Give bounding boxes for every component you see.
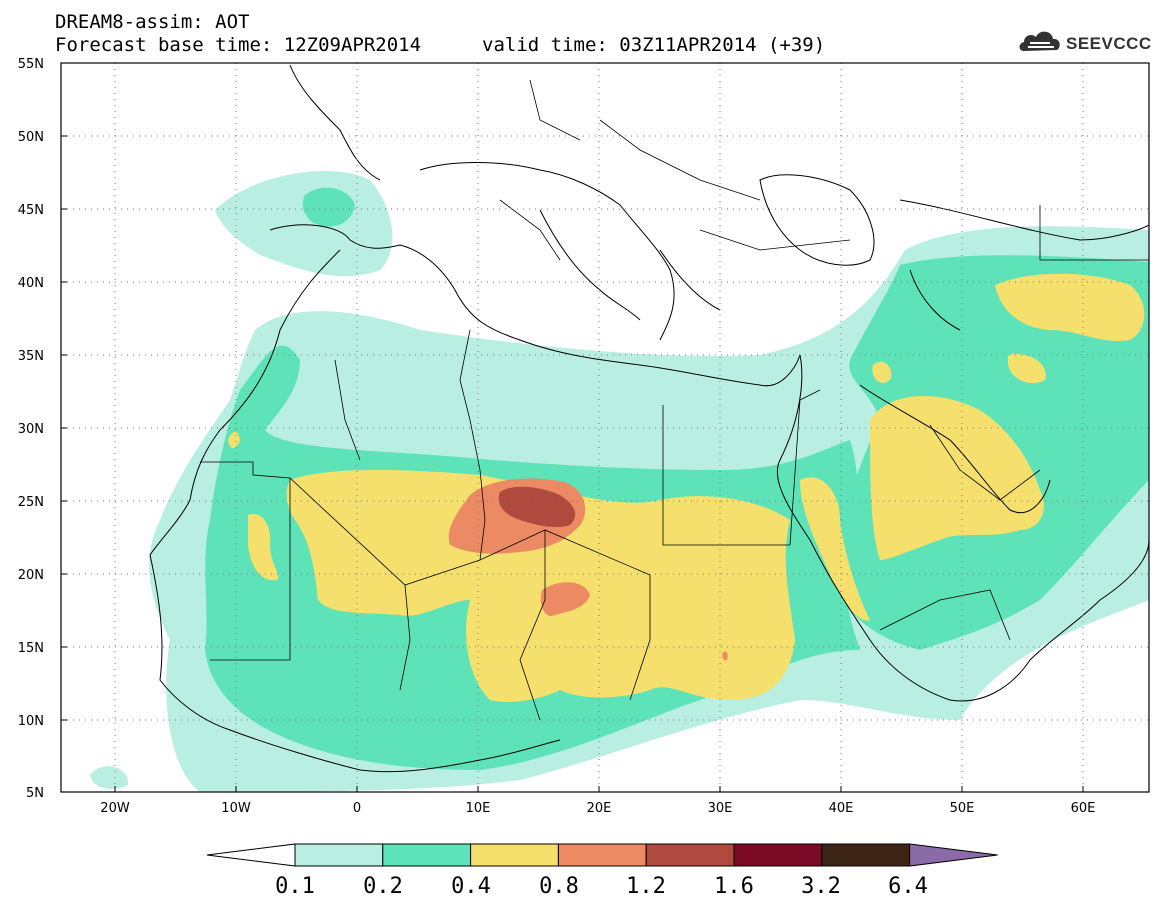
lat-label: 5N (26, 786, 44, 801)
seevccc-logo: SEEVCCC (1016, 23, 1156, 59)
lat-label: 30N (18, 422, 44, 437)
lon-label: 30E (708, 801, 733, 816)
colorbar-swatch (733, 843, 823, 867)
cloud-logo-icon (1019, 31, 1060, 51)
colorbar-label: 3.2 (801, 874, 841, 899)
logo-text: SEEVCCC (1066, 34, 1152, 53)
lon-label: 10E (466, 801, 491, 816)
forecast-base-time: Forecast base time: 12Z09APR2014 (55, 34, 422, 56)
aot-contours (90, 171, 1149, 792)
colorbar-label: 0.8 (539, 874, 579, 899)
lat-label: 45N (18, 203, 44, 218)
colorbar-swatch (382, 843, 472, 867)
lat-label: 35N (18, 349, 44, 364)
colorbar-label: 0.4 (451, 874, 491, 899)
country-borders (200, 79, 1149, 721)
map-title: DREAM8-assim: AOT (55, 11, 250, 33)
lat-label: 10N (18, 714, 44, 729)
longitude-labels: 20W 10W 0 10E 20E 30E 40E 50E 60E (100, 801, 1095, 816)
aot-level-1-2 (498, 486, 576, 528)
coastlines (149, 64, 1149, 773)
colorbar-label: 6.4 (888, 874, 928, 899)
lon-label: 0 (353, 801, 361, 816)
graticule (61, 63, 1149, 792)
aot-level-0-4 (228, 273, 1145, 702)
lon-label: 50E (950, 801, 975, 816)
colorbar-label: 1.6 (714, 874, 754, 899)
colorbar-swatch (645, 843, 735, 867)
colorbar-swatch (470, 843, 559, 867)
colorbar-label: 0.1 (275, 874, 315, 899)
lat-label: 40N (18, 276, 44, 291)
colorbar-label: 0.2 (363, 874, 403, 899)
lat-label: 20N (18, 568, 44, 583)
colorbar (206, 843, 998, 867)
colorbar-label: 1.2 (626, 874, 666, 899)
lat-label: 50N (18, 130, 44, 145)
colorbar-swatch (294, 843, 384, 867)
lat-label: 15N (18, 641, 44, 656)
axis-ticks (61, 62, 1084, 792)
lon-label: 60E (1071, 801, 1096, 816)
latitude-labels: 55N 50N 45N 40N 35N 30N 25N 20N 15N 10N … (18, 57, 44, 801)
colorbar-underflow-triangle (206, 843, 296, 867)
lon-label: 20W (100, 801, 130, 816)
lat-label: 55N (18, 57, 44, 72)
colorbar-swatch (821, 843, 911, 867)
colorbar-swatch (557, 843, 647, 867)
lat-label: 25N (18, 495, 44, 510)
lon-label: 40E (829, 801, 854, 816)
lon-label: 10W (221, 801, 251, 816)
lon-label: 20E (587, 801, 612, 816)
valid-time: valid time: 03Z11APR2014 (+39) (482, 34, 826, 56)
colorbar-labels: 0.1 0.2 0.4 0.8 1.2 1.6 3.2 6.4 (275, 874, 928, 899)
colorbar-overflow-triangle (909, 843, 998, 867)
